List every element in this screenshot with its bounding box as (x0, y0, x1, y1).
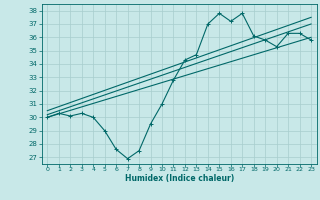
X-axis label: Humidex (Indice chaleur): Humidex (Indice chaleur) (124, 174, 234, 183)
